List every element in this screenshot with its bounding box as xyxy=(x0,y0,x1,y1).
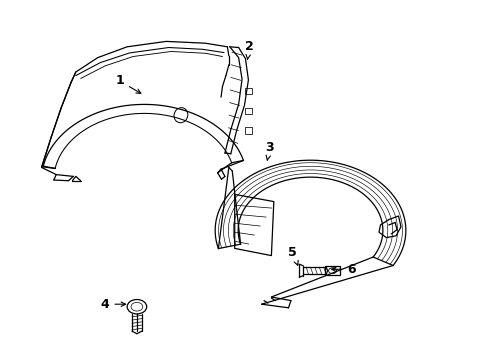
Bar xyxy=(245,88,252,94)
Bar xyxy=(325,266,339,275)
Bar xyxy=(245,127,252,134)
Text: 4: 4 xyxy=(101,298,125,311)
Text: 6: 6 xyxy=(331,263,355,276)
Text: 2: 2 xyxy=(244,40,253,59)
Text: 1: 1 xyxy=(115,75,141,93)
Bar xyxy=(245,108,252,114)
Text: 3: 3 xyxy=(265,141,274,160)
Text: 5: 5 xyxy=(287,246,298,265)
